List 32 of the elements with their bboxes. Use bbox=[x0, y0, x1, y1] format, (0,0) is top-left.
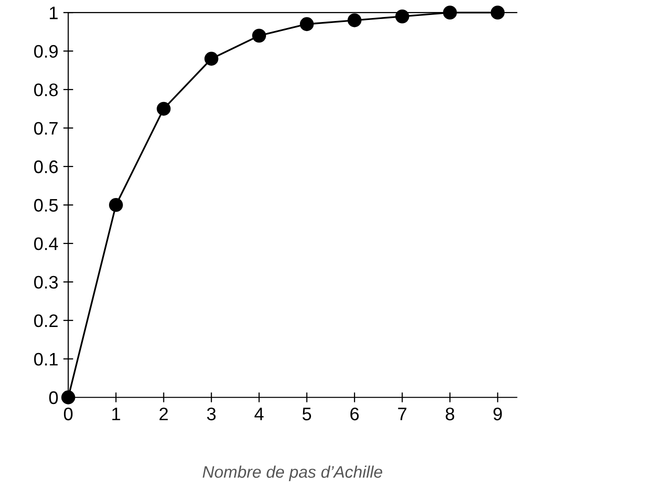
point bbox=[204, 52, 218, 66]
y-tick-label: 0.2 bbox=[34, 314, 58, 328]
y-tick-label: 1 bbox=[50, 6, 58, 20]
y-tick-label: 0.4 bbox=[34, 237, 58, 250]
point bbox=[252, 28, 266, 43]
y-tick-label: 0 bbox=[49, 391, 58, 404]
x-tick-label: 5 bbox=[302, 408, 312, 420]
x-tick-label: 7 bbox=[398, 408, 406, 420]
x-tick-label: 3 bbox=[207, 408, 216, 420]
point bbox=[300, 17, 314, 32]
point bbox=[490, 6, 505, 20]
x-tick-label: 1 bbox=[112, 408, 120, 420]
x-tick-label: 0 bbox=[64, 408, 73, 420]
y-tick-label: 0.9 bbox=[34, 44, 58, 58]
point bbox=[348, 13, 362, 28]
point bbox=[61, 390, 76, 404]
y-tick-label: 0.3 bbox=[34, 276, 58, 289]
x-tick-label: 6 bbox=[350, 408, 359, 420]
y-tick-label: 0.8 bbox=[34, 83, 58, 96]
y-tick-label: 0.6 bbox=[34, 160, 58, 174]
y-tick-label: 0.5 bbox=[34, 198, 58, 212]
y-tick-label: 0.1 bbox=[34, 352, 58, 366]
point bbox=[443, 6, 457, 20]
y-tick-label: 0.7 bbox=[34, 122, 58, 135]
x-tick-label: 9 bbox=[493, 408, 502, 420]
x-tick-label: 2 bbox=[160, 408, 168, 420]
point bbox=[395, 9, 410, 24]
point bbox=[156, 102, 171, 116]
x-tick-label: 4 bbox=[254, 408, 264, 420]
x-axis-title: Nombre de pas d’Achille bbox=[202, 466, 382, 482]
x-tick-label: 8 bbox=[446, 408, 454, 420]
point bbox=[109, 198, 123, 212]
